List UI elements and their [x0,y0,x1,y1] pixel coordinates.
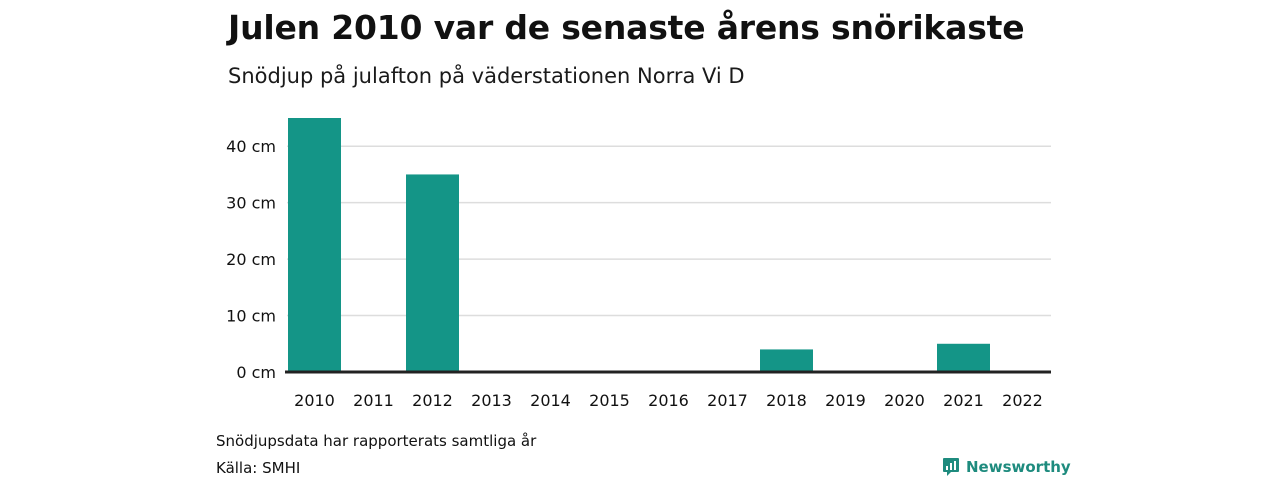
bar [406,174,459,372]
y-tick-label: 0 cm [236,363,276,382]
x-tick-label: 2013 [471,391,512,410]
y-tick-label: 20 cm [226,250,276,269]
x-tick-label: 2012 [412,391,453,410]
bar [288,118,341,372]
bar [937,343,990,372]
x-tick-label: 2014 [530,391,571,410]
bar [760,349,813,372]
newsworthy-logo-icon [943,458,959,476]
y-tick-label: 40 cm [226,137,276,156]
x-tick-label: 2017 [707,391,748,410]
y-tick-label: 30 cm [226,194,276,213]
x-tick-label: 2021 [943,391,984,410]
x-tick-label: 2022 [1002,391,1043,410]
chart-title: Julen 2010 var de senaste årens snörikas… [228,8,1025,47]
brand-logo: Newsworthy [942,457,1071,477]
chart-subtitle: Snödjup på julafton på väderstationen No… [228,64,745,88]
x-tick-label: 2015 [589,391,630,410]
x-tick-label: 2011 [353,391,394,410]
x-tick-label: 2020 [884,391,925,410]
y-tick-label: 10 cm [226,307,276,326]
x-tick-label: 2018 [766,391,807,410]
source-label: Källa: SMHI [216,459,301,477]
data-note: Snödjupsdata har rapporterats samtliga å… [216,432,537,450]
x-tick-label: 2016 [648,391,689,410]
bar-chart: 0 cm 10 cm 20 cm 30 cm 40 cm 2010 2011 2012 2013… [226,118,1051,410]
x-tick-label: 2019 [825,391,866,410]
x-tick-label: 2010 [294,391,335,410]
brand-name: Newsworthy [966,458,1071,476]
